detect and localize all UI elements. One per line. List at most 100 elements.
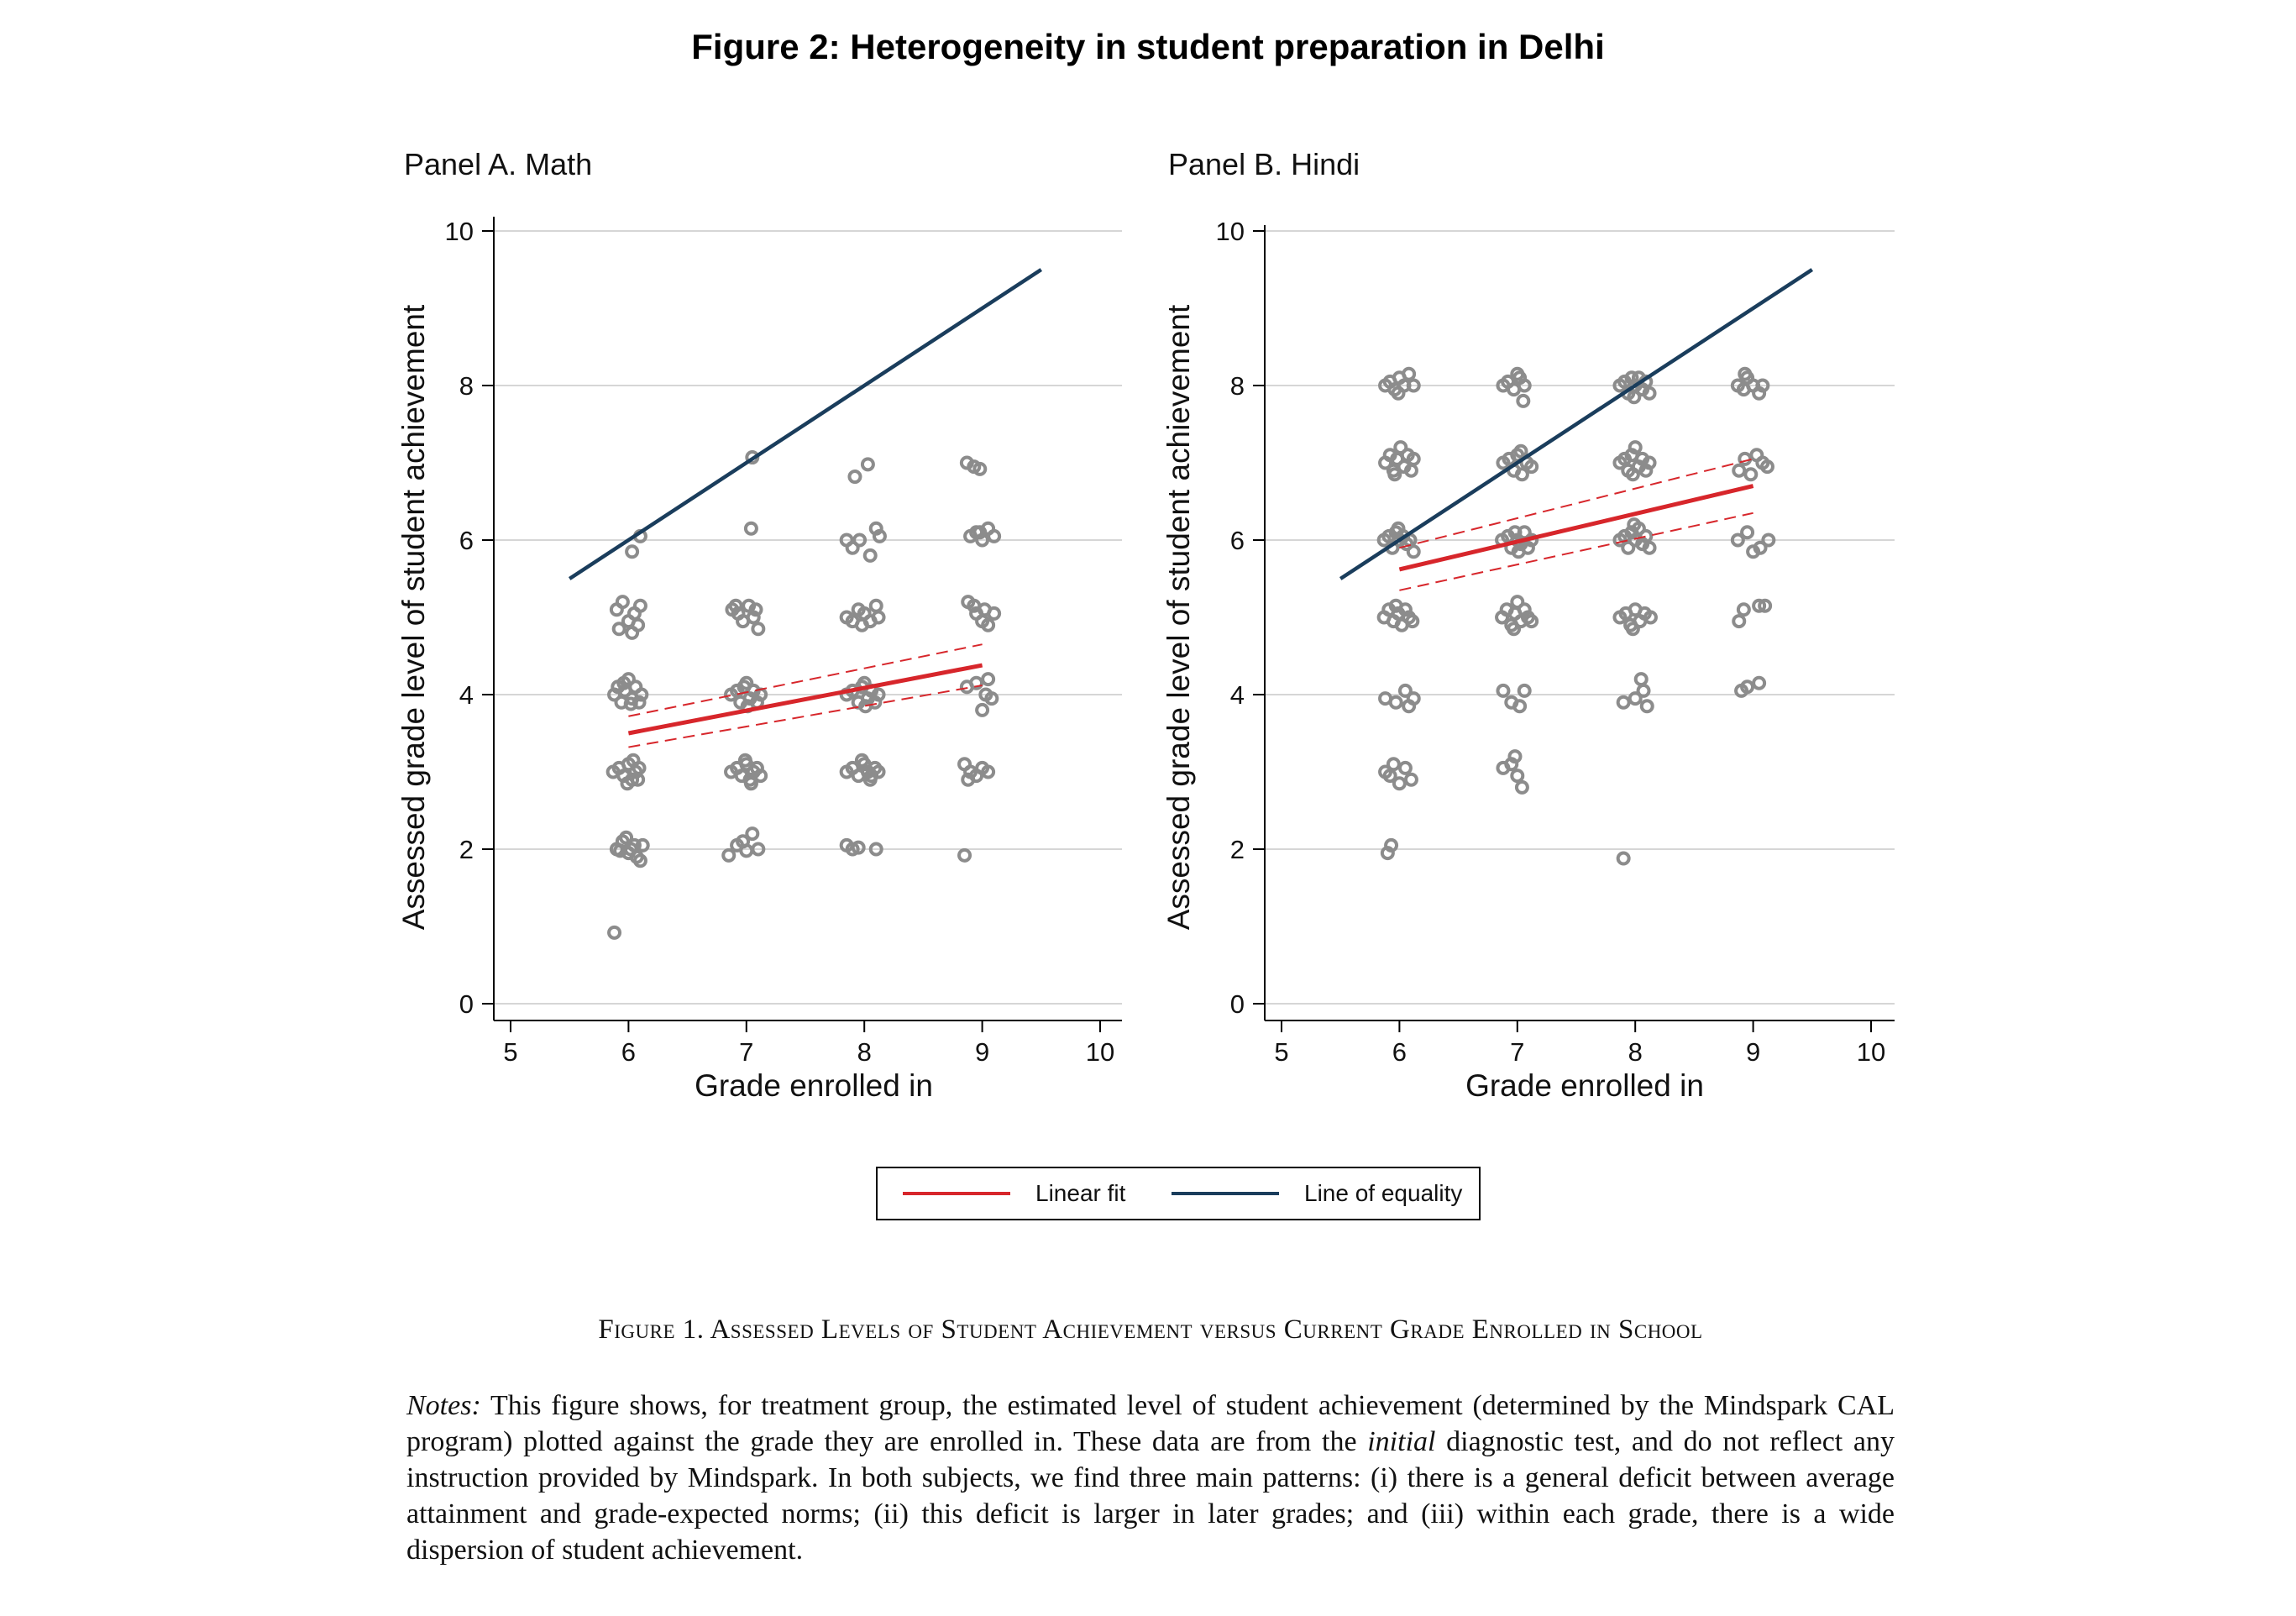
notes-emphasis: initial <box>1367 1426 1436 1457</box>
panel-a-data-point <box>607 925 622 940</box>
panel-b-data-point <box>1628 440 1643 455</box>
panel-a-data-point <box>743 776 758 791</box>
panel-a-line-of-equality <box>568 268 1043 580</box>
panel-a-data-point <box>626 753 641 768</box>
panel-b-data-point <box>1759 459 1774 475</box>
panel-b-data-point <box>1755 378 1770 393</box>
panel-a-fit-ci-lower <box>628 684 983 748</box>
panel-b-data-point <box>1736 602 1751 617</box>
panel-a-data-point <box>871 610 886 625</box>
panel-b-data-point <box>1406 544 1421 559</box>
panel-b-data-point <box>1616 695 1631 710</box>
panel-b-data-point <box>1740 679 1755 695</box>
panel-a-data-point <box>847 470 862 485</box>
panel-a-xtick-label: 9 <box>975 1037 989 1067</box>
panel-a-data-point <box>981 617 996 632</box>
legend-label-linear-fit: Linear fit <box>1035 1180 1126 1206</box>
panel-b-fit-ci-lower <box>1399 512 1753 591</box>
panel-a-data-point <box>987 606 1002 621</box>
panel-a-data-point <box>619 830 634 845</box>
panel-a-xtick-label: 10 <box>1086 1037 1114 1067</box>
panel-a-data-point <box>634 687 649 702</box>
panel-a-data-point <box>854 753 869 768</box>
figure-notes: Notes: This figure shows, for treatment … <box>406 1388 1895 1568</box>
panel-b-data-point <box>1517 378 1532 393</box>
panel-b-data-point <box>1496 683 1511 698</box>
panel-a-data-point <box>611 622 626 637</box>
panel-a-data-point <box>860 457 875 472</box>
panel-b-data-point <box>1621 540 1636 555</box>
legend-item-linear-fit: Linear fit <box>903 1168 1125 1219</box>
panel-a-data-point <box>972 461 988 476</box>
panel-b-data-point <box>1753 540 1768 555</box>
panel-b-data-point <box>1633 672 1649 687</box>
panel-a-data-point <box>616 675 632 690</box>
panel-b-data-point <box>1639 699 1654 714</box>
panel-a-ytick-label: 10 <box>445 217 474 246</box>
panel-b-data-point <box>1514 467 1529 482</box>
figure-title: Figure 2: Heterogeneity in student prepa… <box>691 27 1605 66</box>
panel-a-data-point <box>851 840 866 855</box>
panel-a-data-point <box>868 598 883 613</box>
panel-b-ytick-label: 10 <box>1216 217 1245 246</box>
panel-b-data-point <box>1387 467 1402 482</box>
panel-b-data-point <box>1642 455 1657 470</box>
panel-b-y-axis-label: Assessed grade level of student achievem… <box>1161 304 1196 930</box>
panel-b-data-point <box>1388 598 1403 613</box>
panel-b-data-point <box>1628 691 1643 706</box>
panel-a-ytick-label: 6 <box>459 526 474 555</box>
panel-a-data-point <box>872 528 887 543</box>
panel-b-data-point <box>1638 528 1654 543</box>
panel-a-data-point <box>961 772 976 787</box>
panel-b-linear-fit <box>1398 484 1754 572</box>
panel-b-data-point <box>1406 691 1421 706</box>
panel-a-data-point <box>623 842 638 857</box>
panel-b-data-point <box>1738 366 1753 381</box>
legend-item-equality: Line of equality <box>1172 1168 1462 1219</box>
panel-b-data-point <box>1513 443 1528 459</box>
panel-b-data-point <box>1761 533 1776 548</box>
panel-a-data-point <box>862 548 878 563</box>
panel-b-data-point <box>1758 598 1773 613</box>
panel-b-data-point <box>1511 544 1526 559</box>
panel-b-xtick-label: 7 <box>1510 1037 1524 1067</box>
panel-a-data-point <box>635 837 650 853</box>
panel-b-data-point <box>1516 393 1531 408</box>
panel-a-data-point <box>751 842 766 857</box>
panel-a-data-point <box>746 610 761 625</box>
panel-b-data-point <box>1386 757 1401 772</box>
panel-b-data-point <box>1740 525 1755 540</box>
panel-b-data-point <box>1752 675 1767 690</box>
panel-a-xtick-label: 5 <box>503 1037 517 1067</box>
panel-a-data-point <box>631 772 646 787</box>
panel-b-data-point <box>1514 779 1529 795</box>
panel-b-data-point <box>1403 772 1418 787</box>
panel-b-data-point <box>1406 378 1421 393</box>
panel-a-data-point <box>862 772 878 787</box>
panel-a-xtick-label: 6 <box>621 1037 636 1067</box>
panel-a-data-point <box>745 826 760 842</box>
panel-a-data-point <box>858 699 873 714</box>
panel-b-fit-ci-upper <box>1399 458 1753 549</box>
panel-a-data-point <box>854 617 869 632</box>
panel-b-data-point <box>1384 837 1399 853</box>
panel-a-title: Panel A. Math <box>404 147 593 181</box>
panel-a-data-point <box>845 540 860 555</box>
panel-a-linear-fit <box>627 663 983 736</box>
panel-a-data-point <box>728 598 743 613</box>
panel-a-data-point <box>632 853 647 868</box>
panel-b-data-point <box>1406 451 1421 466</box>
panel-a-data-point <box>748 602 763 617</box>
panel-a-x-axis-label: Grade enrolled in <box>695 1068 933 1103</box>
panel-b-ytick-label: 4 <box>1230 680 1245 710</box>
panel-b-data-point <box>1402 366 1417 381</box>
panel-b-data-point <box>1512 699 1528 714</box>
panel-a-data-point <box>975 533 990 548</box>
panel-a-data-point <box>871 764 886 779</box>
panel-b-ytick-label: 2 <box>1230 835 1245 864</box>
panel-b-data-point <box>1642 540 1657 555</box>
panel-b-data-point <box>1510 366 1525 381</box>
panel-a-data-point <box>751 622 766 637</box>
panel-b-xtick-label: 6 <box>1392 1037 1407 1067</box>
panel-a-data-point <box>868 842 883 857</box>
